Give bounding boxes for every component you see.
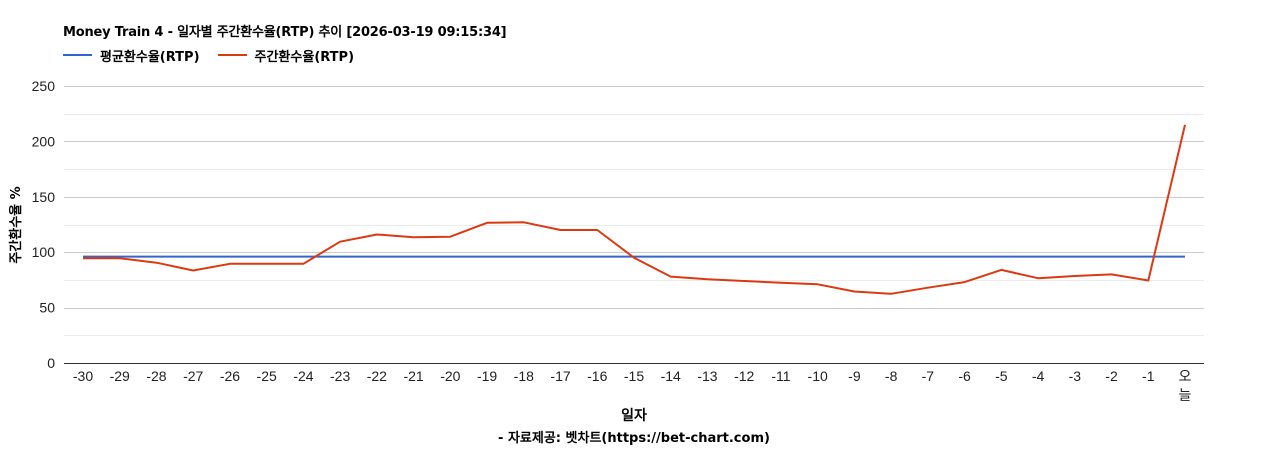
x-tick-label: -22 bbox=[367, 368, 387, 384]
x-tick-label: -28 bbox=[146, 368, 166, 384]
x-tick-label: -8 bbox=[885, 368, 898, 384]
weekly-rtp-line[interactable] bbox=[83, 124, 1186, 295]
y-tick-label: 150 bbox=[32, 189, 56, 205]
x-tick-label: -24 bbox=[293, 368, 313, 384]
gridlines bbox=[64, 86, 1204, 336]
chart-legend: 평균환수율(RTP) 주간환수율(RTP) bbox=[63, 45, 372, 65]
x-axis-title: 일자 bbox=[621, 408, 647, 424]
source-credit: - 자료제공: 벳차트(https://bet-chart.com) bbox=[498, 431, 770, 446]
x-tick-label: -6 bbox=[958, 368, 971, 384]
chart-title: Money Train 4 - 일자별 주간환수율(RTP) 추이 [2026-… bbox=[63, 25, 507, 40]
x-tick-label: -14 bbox=[661, 368, 681, 384]
y-tick-label: 250 bbox=[32, 78, 56, 94]
x-tick-label: 늘 bbox=[1179, 387, 1192, 403]
legend-swatch-red bbox=[217, 54, 247, 56]
legend-item-average-rtp[interactable]: 평균환수율(RTP) bbox=[63, 46, 200, 65]
legend-label: 주간환수율(RTP) bbox=[254, 49, 355, 65]
x-tick-label: -26 bbox=[220, 368, 240, 384]
x-tick-label: 오 bbox=[1179, 368, 1192, 384]
x-tick-label: -13 bbox=[697, 368, 717, 384]
x-tick-label: -21 bbox=[403, 368, 423, 384]
x-tick-label: -1 bbox=[1142, 368, 1155, 384]
legend-swatch-blue bbox=[63, 54, 92, 56]
x-tick-label: -16 bbox=[587, 368, 607, 384]
x-tick-label: -10 bbox=[808, 368, 828, 384]
y-axis-ticks: 0 50 100 150 200 250 bbox=[32, 78, 56, 371]
x-tick-label: -5 bbox=[995, 368, 1008, 384]
x-tick-label: -18 bbox=[514, 368, 534, 384]
x-tick-label: -19 bbox=[477, 368, 497, 384]
x-tick-label: -2 bbox=[1105, 368, 1118, 384]
x-axis-ticks: -30 -29 -28 -27 -26 -25 -24 -23 -22 -21 -20 -19 -18-… bbox=[73, 368, 1192, 403]
x-tick-label: -12 bbox=[734, 368, 754, 384]
y-tick-label: 0 bbox=[47, 355, 55, 371]
x-tick-label: -7 bbox=[922, 368, 935, 384]
x-tick-label: -9 bbox=[848, 368, 861, 384]
series-lines bbox=[83, 124, 1186, 295]
y-axis-title: 주간환수율 % bbox=[8, 186, 24, 263]
x-tick-label: -30 bbox=[73, 368, 93, 384]
x-tick-label: -27 bbox=[183, 368, 203, 384]
x-tick-label: -15 bbox=[624, 368, 644, 384]
x-tick-label: -3 bbox=[1069, 368, 1082, 384]
x-tick-label: -11 bbox=[771, 368, 790, 384]
y-tick-label: 200 bbox=[32, 133, 56, 149]
y-tick-label: 50 bbox=[39, 300, 55, 316]
y-tick-label: 100 bbox=[32, 244, 56, 260]
x-tick-label: -4 bbox=[1032, 368, 1045, 384]
x-tick-label: -17 bbox=[550, 368, 570, 384]
x-tick-label: -29 bbox=[110, 368, 130, 384]
legend-item-weekly-rtp[interactable]: 주간환수율(RTP) bbox=[217, 46, 355, 65]
x-tick-label: -25 bbox=[257, 368, 277, 384]
x-tick-label: -20 bbox=[440, 368, 460, 384]
legend-label: 평균환수율(RTP) bbox=[100, 49, 200, 65]
x-tick-label: -23 bbox=[330, 368, 350, 384]
